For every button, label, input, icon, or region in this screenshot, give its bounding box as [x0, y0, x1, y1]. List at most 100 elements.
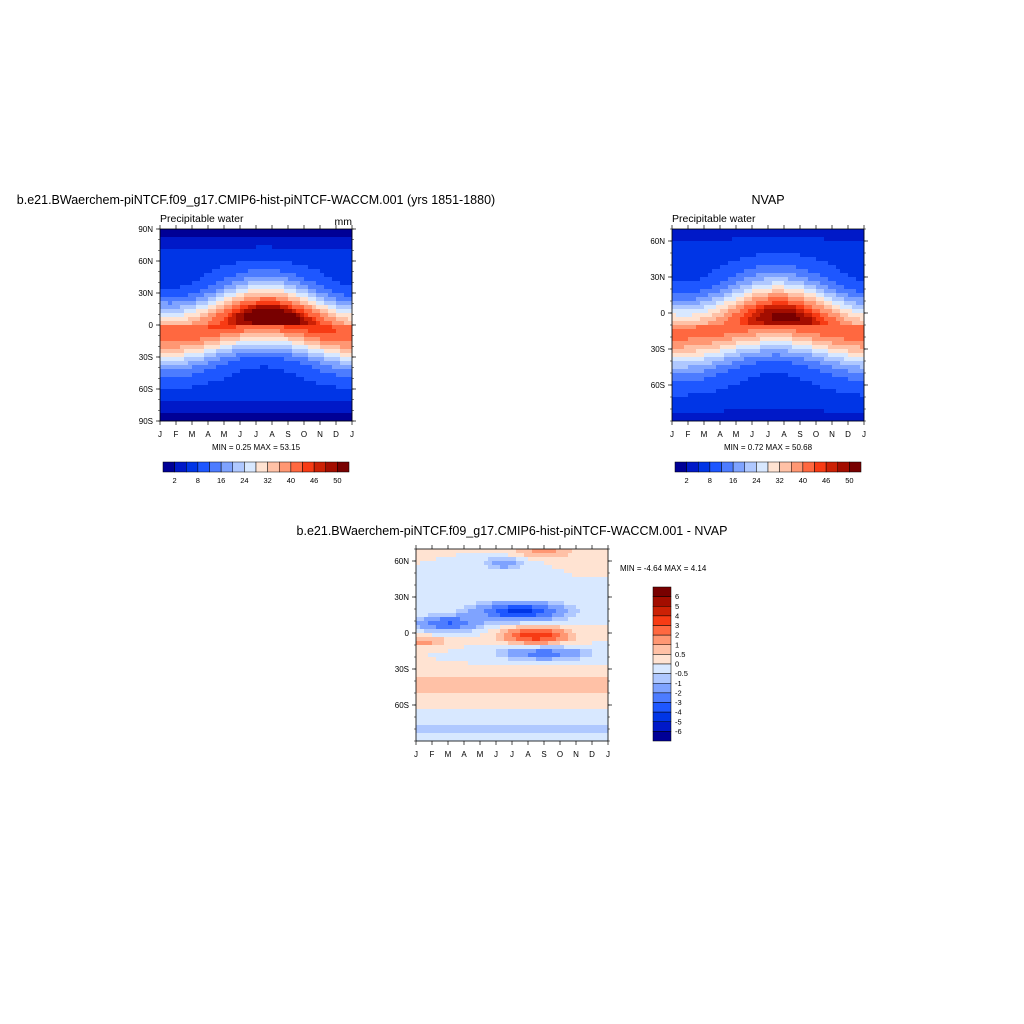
- heatmap-cell: [696, 369, 701, 374]
- heatmap-cell: [296, 297, 301, 302]
- heatmap-cell: [288, 405, 293, 410]
- heatmap-cell: [208, 373, 213, 378]
- heatmap-cell: [740, 337, 745, 342]
- heatmap-cell: [724, 305, 729, 310]
- heatmap-cell: [316, 321, 321, 326]
- heatmap-cell: [308, 365, 313, 370]
- heatmap-cell: [740, 253, 745, 258]
- heatmap-cell: [336, 377, 341, 382]
- heatmap-cell: [184, 281, 189, 286]
- heatmap-cell: [768, 337, 773, 342]
- heatmap-cell: [860, 329, 865, 334]
- heatmap-cell: [264, 261, 269, 266]
- heatmap-cell: [164, 241, 169, 246]
- heatmap-cell: [804, 253, 809, 258]
- heatmap-cell: [672, 293, 677, 298]
- heatmap-cell: [224, 313, 229, 318]
- heatmap-cell: [276, 385, 281, 390]
- heatmap-cell: [764, 289, 769, 294]
- heatmap-cell: [200, 393, 205, 398]
- heatmap-cell: [312, 413, 317, 418]
- heatmap-cell: [328, 245, 333, 250]
- heatmap-cell: [732, 349, 737, 354]
- heatmap-cell: [692, 377, 697, 382]
- heatmap-cell: [784, 261, 789, 266]
- heatmap-cell: [852, 257, 857, 262]
- heatmap-cell: [232, 349, 237, 354]
- heatmap-cell: [308, 369, 313, 374]
- heatmap-cell: [728, 237, 733, 242]
- heatmap-cell: [288, 305, 293, 310]
- heatmap-cell: [260, 377, 265, 382]
- heatmap-cell: [200, 253, 205, 258]
- heatmap-cell: [848, 409, 853, 414]
- heatmap-cell: [332, 417, 337, 422]
- heatmap-cell: [276, 405, 281, 410]
- panel-model: b.e21.BWaerchem-piNTCF.f09_g17.CMIP6-his…: [17, 193, 495, 485]
- heatmap-cell: [292, 397, 297, 402]
- heatmap-cell: [804, 405, 809, 410]
- heatmap-cell: [728, 261, 733, 266]
- heatmap-cell: [792, 361, 797, 366]
- heatmap-cell: [456, 557, 461, 562]
- heatmap-cell: [300, 333, 305, 338]
- heatmap-cell: [296, 313, 301, 318]
- heatmap-cell: [784, 409, 789, 414]
- heatmap-cell: [280, 349, 285, 354]
- heatmap-cell: [552, 557, 557, 562]
- heatmap-cell: [184, 257, 189, 262]
- heatmap-cell: [748, 245, 753, 250]
- heatmap-cell: [796, 265, 801, 270]
- heatmap-cell: [312, 229, 317, 234]
- heatmap-cell: [724, 289, 729, 294]
- heatmap-cell: [192, 309, 197, 314]
- heatmap-cell: [808, 305, 813, 310]
- heatmap-cell: [696, 341, 701, 346]
- heatmap-cell: [788, 281, 793, 286]
- heatmap-cell: [280, 297, 285, 302]
- heatmap-cell: [720, 413, 725, 418]
- heatmap-cell: [448, 553, 453, 558]
- heatmap-cell: [748, 369, 753, 374]
- heatmap-cell: [748, 353, 753, 358]
- heatmap-cell: [256, 233, 261, 238]
- heatmap-cell: [812, 357, 817, 362]
- heatmap-cell: [696, 305, 701, 310]
- heatmap-cell: [320, 329, 325, 334]
- heatmap-cell: [796, 301, 801, 306]
- heatmap-cell: [188, 241, 193, 246]
- heatmap-cell: [176, 321, 181, 326]
- heatmap-cell: [348, 241, 353, 246]
- heatmap-cell: [276, 413, 281, 418]
- heatmap-cell: [856, 309, 861, 314]
- heatmap-cell: [200, 273, 205, 278]
- heatmap-cell: [712, 369, 717, 374]
- heatmap-cell: [692, 277, 697, 282]
- heatmap-cell: [196, 233, 201, 238]
- heatmap-cell: [248, 277, 253, 282]
- heatmap-cell: [200, 321, 205, 326]
- heatmap-cell: [752, 233, 757, 238]
- heatmap-cell: [260, 397, 265, 402]
- heatmap-cell: [740, 289, 745, 294]
- heatmap-cell: [304, 361, 309, 366]
- heatmap-cell: [844, 309, 849, 314]
- heatmap-cell: [740, 285, 745, 290]
- colorbar-box: [244, 461, 257, 473]
- heatmap-cell: [832, 241, 837, 246]
- heatmap-cell: [196, 325, 201, 330]
- heatmap-cell: [816, 365, 821, 370]
- heatmap-cell: [848, 393, 853, 398]
- heatmap-cell: [340, 353, 345, 358]
- heatmap-cell: [276, 253, 281, 258]
- heatmap-cell: [304, 309, 309, 314]
- heatmap-cell: [776, 317, 781, 322]
- heatmap-cell: [828, 389, 833, 394]
- heatmap-cell: [184, 349, 189, 354]
- heatmap-cell: [204, 377, 209, 382]
- heatmap-cell: [296, 333, 301, 338]
- heatmap-cell: [260, 285, 265, 290]
- heatmap-cell: [160, 233, 165, 238]
- heatmap-cell: [248, 233, 253, 238]
- heatmap-cell: [824, 357, 829, 362]
